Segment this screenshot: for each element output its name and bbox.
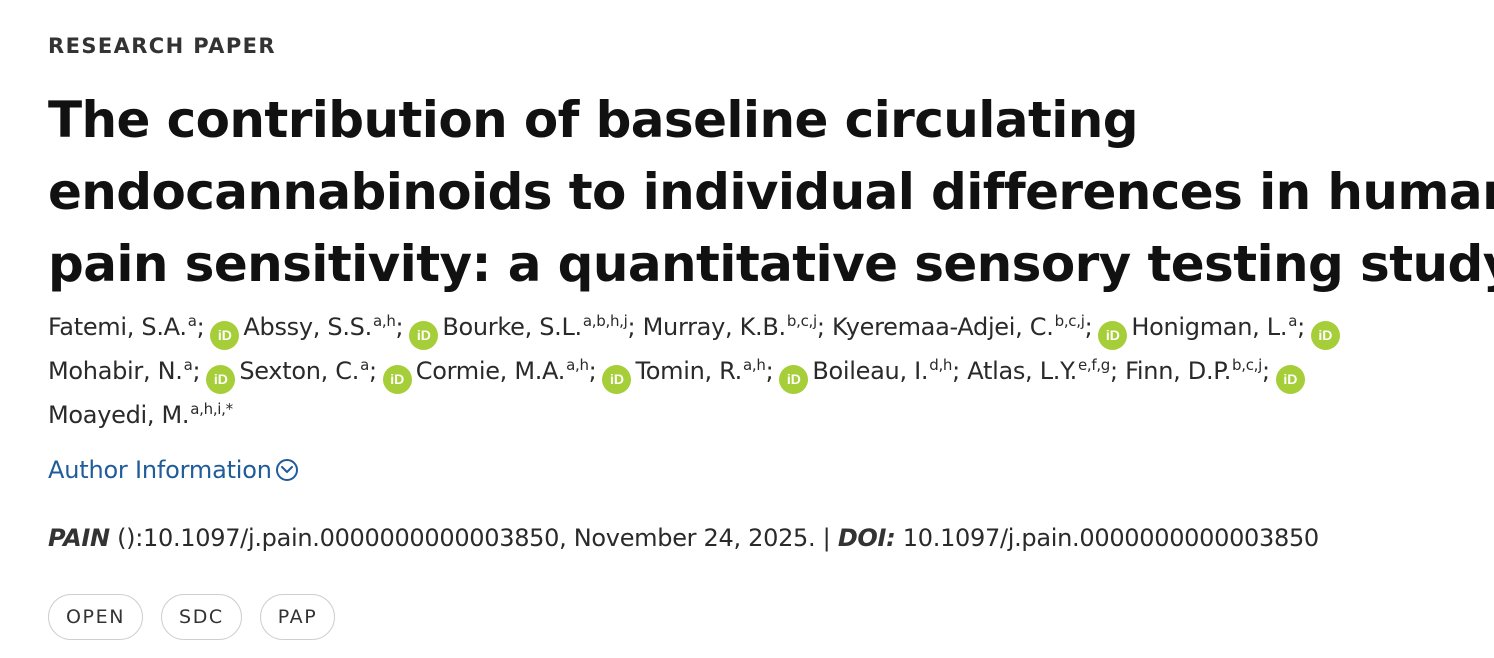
author-name[interactable]: Cormie, M.A. bbox=[415, 357, 566, 385]
citation-details: ():10.1097/j.pain.0000000000003850, Nove… bbox=[109, 524, 838, 552]
orcid-icon[interactable]: iD bbox=[409, 321, 439, 350]
author-name[interactable]: Murray, K.B. bbox=[642, 313, 787, 341]
title-line: endocannabinoids to individual differenc… bbox=[48, 163, 1494, 221]
author-name[interactable]: Tomin, R. bbox=[635, 357, 742, 385]
badge-pap[interactable]: PAP bbox=[259, 594, 336, 640]
author-entry[interactable]: Boileau, I.d,h; bbox=[812, 357, 960, 385]
author-name[interactable]: Bourke, S.L. bbox=[442, 313, 582, 341]
author-name[interactable]: Boileau, I. bbox=[812, 357, 929, 385]
author-separator: ; bbox=[368, 357, 377, 385]
author-separator: ; bbox=[1297, 313, 1305, 341]
author-name[interactable]: Atlas, L.Y. bbox=[967, 357, 1077, 385]
author-information-label[interactable]: Author Information bbox=[48, 456, 272, 484]
author-separator: ; bbox=[765, 357, 774, 385]
author-affiliation: a,h bbox=[743, 356, 766, 374]
author-affiliation: a bbox=[1288, 312, 1298, 330]
badge-sdc[interactable]: SDC bbox=[161, 594, 242, 640]
author-affiliation: a bbox=[360, 356, 369, 374]
author-information-toggle[interactable]: Author Information bbox=[48, 456, 298, 484]
doi-value[interactable]: 10.1097/j.pain.0000000000003850 bbox=[895, 524, 1319, 552]
author-separator: ; bbox=[196, 313, 205, 341]
author-separator: ; bbox=[395, 313, 404, 341]
author-entry[interactable]: Finn, D.P.b,c,j; bbox=[1125, 357, 1270, 385]
author-entry[interactable]: Cormie, M.A.a,h; bbox=[416, 357, 597, 385]
author-separator: ; bbox=[192, 357, 201, 385]
author-entry[interactable]: Sexton, C.a; bbox=[239, 356, 377, 385]
author-name[interactable]: Finn, D.P. bbox=[1125, 357, 1232, 385]
author-affiliation: b,c,j bbox=[1232, 356, 1263, 374]
author-separator: ; bbox=[588, 357, 597, 385]
author-name[interactable]: Sexton, C. bbox=[239, 357, 360, 385]
author-name[interactable]: Fatemi, S.A. bbox=[48, 313, 187, 341]
orcid-icon[interactable]: iD bbox=[602, 365, 632, 394]
article-title: The contribution of baseline circulating… bbox=[48, 84, 1494, 300]
author-separator: ; bbox=[1110, 357, 1118, 385]
author-affiliation: e,f,g bbox=[1077, 356, 1111, 374]
author-name[interactable]: Kyeremaa-Adjei, C. bbox=[832, 313, 1054, 341]
author-name[interactable]: Honigman, L. bbox=[1131, 313, 1288, 341]
author-entry[interactable]: Tomin, R.a,h; bbox=[635, 357, 773, 385]
author-line: Fatemi, S.A.a; iD Abssy, S.S.a,h; iD Bourke,… bbox=[48, 306, 1458, 350]
author-name[interactable]: Mohabir, N. bbox=[48, 357, 183, 385]
author-entry[interactable]: Abssy, S.S.a,h; bbox=[243, 313, 403, 341]
author-affiliation: b,c,j bbox=[786, 312, 817, 330]
journal-name: PAIN bbox=[48, 524, 110, 552]
title-line: pain sensitivity: a quantitative sensory… bbox=[48, 235, 1494, 293]
badge-open[interactable]: OPEN bbox=[48, 594, 144, 640]
author-entry[interactable]: Atlas, L.Y.e,f,g; bbox=[967, 357, 1118, 385]
author-entry[interactable]: Kyeremaa-Adjei, C.b,c,j; bbox=[832, 312, 1093, 341]
author-affiliation: a,b,h,j bbox=[582, 312, 628, 330]
orcid-icon[interactable]: iD bbox=[1098, 321, 1128, 350]
doi-label: DOI: bbox=[837, 524, 896, 552]
author-entry[interactable]: Mohabir, N.a; bbox=[48, 356, 201, 385]
orcid-icon[interactable]: iD bbox=[1275, 365, 1305, 394]
author-affiliation: a bbox=[187, 312, 197, 330]
author-separator: ; bbox=[1262, 357, 1270, 385]
author-affiliation: a,h bbox=[566, 356, 589, 374]
author-affiliation: a,h bbox=[372, 312, 396, 330]
author-affiliation: a bbox=[183, 356, 193, 374]
chevron-down-icon[interactable] bbox=[275, 459, 298, 481]
orcid-icon[interactable]: iD bbox=[779, 365, 809, 394]
author-line: Moayedi, M.a,h,i,* bbox=[48, 394, 1458, 436]
author-entry[interactable]: Moayedi, M.a,h,i,* bbox=[48, 401, 233, 429]
author-affiliation: a,h,i,* bbox=[190, 400, 233, 418]
author-affiliation: b,c,j bbox=[1054, 312, 1085, 330]
orcid-icon[interactable]: iD bbox=[210, 321, 240, 350]
orcid-icon[interactable]: iD bbox=[382, 365, 412, 394]
author-name[interactable]: Moayedi, M. bbox=[48, 401, 190, 429]
author-entry[interactable]: Bourke, S.L.a,b,h,j; bbox=[442, 313, 635, 341]
author-separator: ; bbox=[952, 357, 960, 385]
author-separator: ; bbox=[1084, 313, 1093, 341]
author-line: Mohabir, N.a; iD Sexton, C.a; iD Cormie, M.A… bbox=[48, 350, 1458, 394]
title-line: The contribution of baseline circulating bbox=[48, 91, 1139, 149]
article-type-label: RESEARCH PAPER bbox=[48, 34, 276, 58]
author-entry[interactable]: Fatemi, S.A.a; bbox=[48, 312, 205, 341]
author-affiliation: d,h bbox=[929, 356, 953, 374]
orcid-icon[interactable]: iD bbox=[206, 365, 236, 394]
author-name[interactable]: Abssy, S.S. bbox=[243, 313, 372, 341]
orcid-icon[interactable]: iD bbox=[1310, 321, 1340, 350]
author-entry[interactable]: Murray, K.B.b,c,j; bbox=[643, 313, 825, 341]
author-separator: ; bbox=[627, 313, 636, 341]
author-separator: ; bbox=[816, 313, 825, 341]
author-list: Fatemi, S.A.a; iD Abssy, S.S.a,h; iD Bourke,… bbox=[48, 306, 1458, 436]
author-entry[interactable]: Honigman, L.a; bbox=[1131, 313, 1305, 341]
badge-row: OPEN SDC PAP bbox=[48, 594, 336, 640]
citation-line: PAIN ():10.1097/j.pain.0000000000003850,… bbox=[48, 524, 1319, 552]
